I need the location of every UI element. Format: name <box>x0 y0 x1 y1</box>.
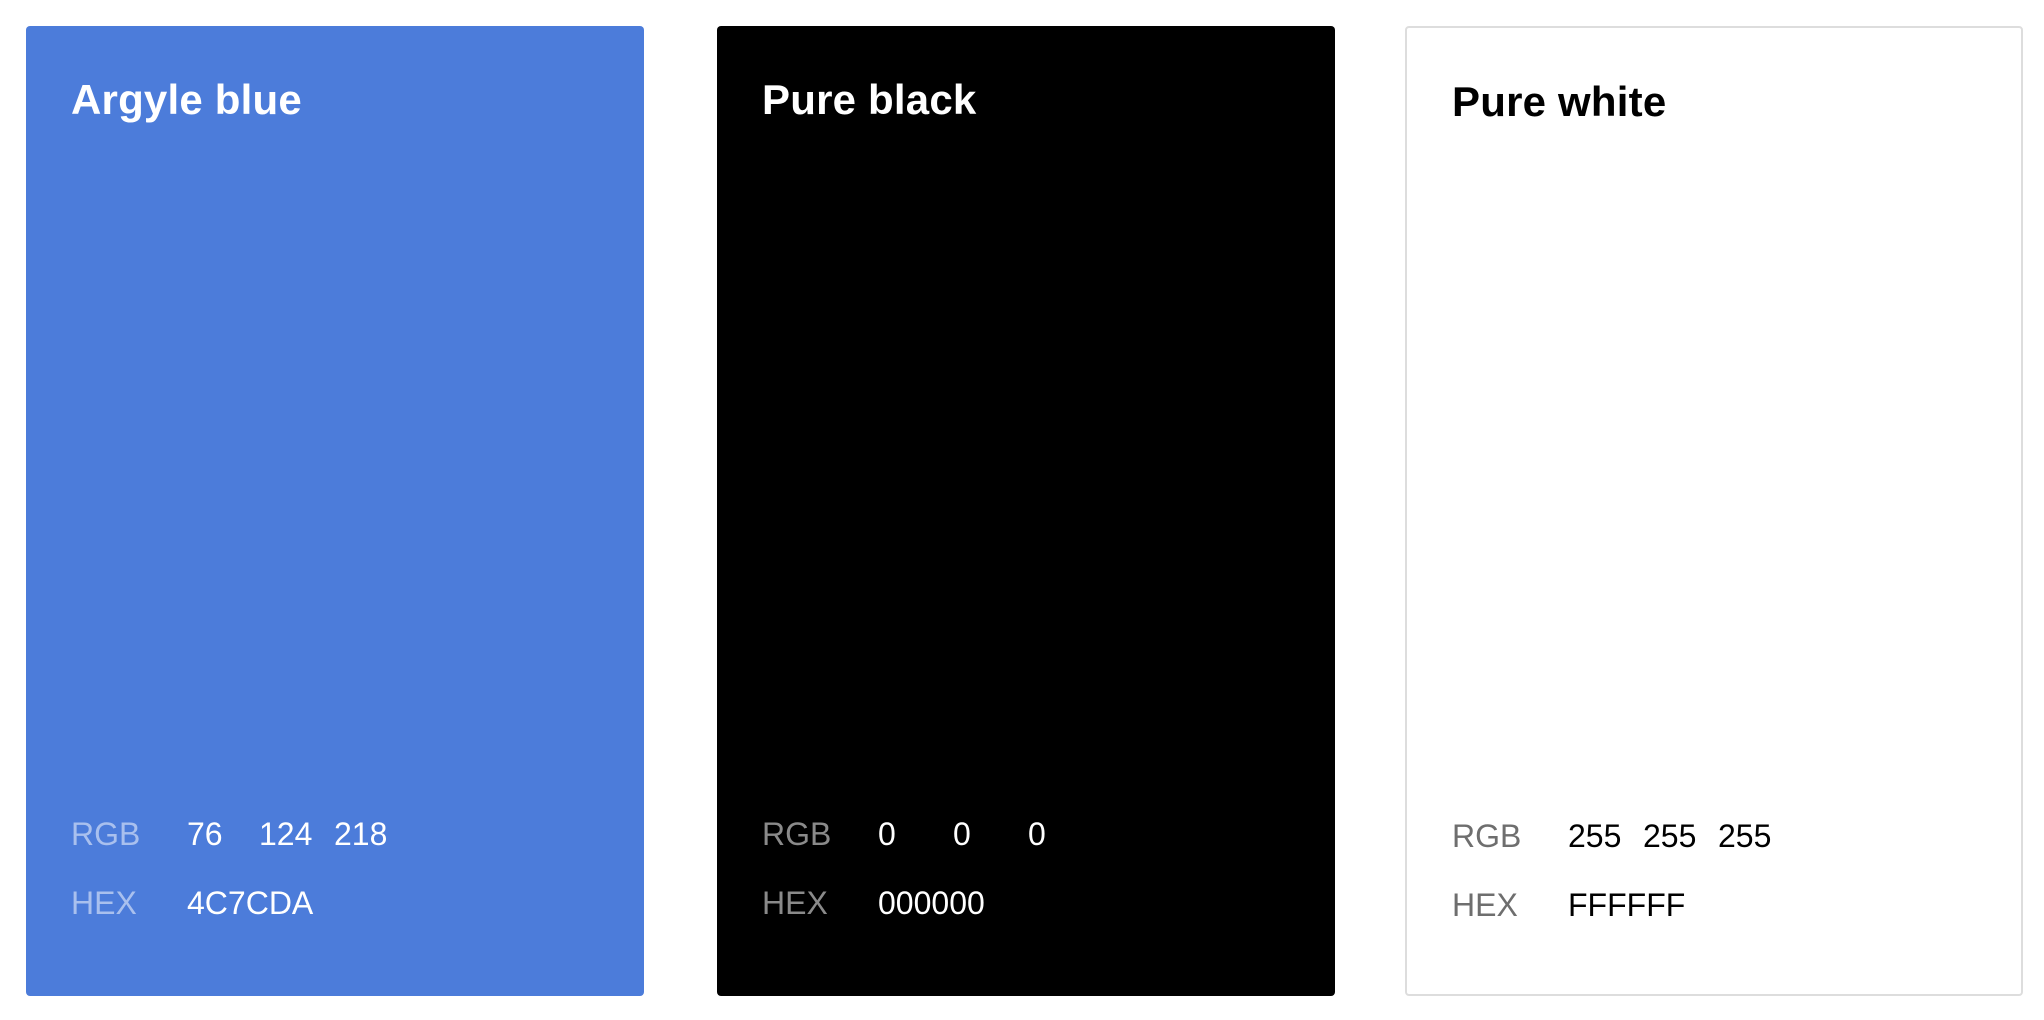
hex-value: 4C7CDA <box>187 885 314 921</box>
rgb-label: RGB <box>1452 818 1522 854</box>
swatch-title: Pure black <box>762 76 977 123</box>
hex-value: FFFFFF <box>1568 887 1686 923</box>
hex-label: HEX <box>71 885 137 921</box>
hex-label: HEX <box>762 885 828 921</box>
swatch-title: Pure white <box>1452 78 1667 125</box>
rgb-red-value: 255 <box>1568 818 1622 854</box>
rgb-blue-value: 255 <box>1718 818 1772 854</box>
rgb-blue-value: 218 <box>334 816 388 852</box>
swatch-card-pure-white: Pure white RGB 255 255 255 HEX FFFFFF <box>1405 26 2023 996</box>
rgb-green-value: 255 <box>1643 818 1697 854</box>
swatch-card-argyle-blue: Argyle blue RGB 76 124 218 HEX 4C7CDA <box>26 26 644 996</box>
swatch-title: Argyle blue <box>71 76 302 123</box>
rgb-label: RGB <box>762 816 832 852</box>
rgb-red-value: 0 <box>878 816 896 852</box>
swatch-card-pure-black: Pure black RGB 0 0 0 HEX 000000 <box>717 26 1335 996</box>
rgb-blue-value: 0 <box>1028 816 1046 852</box>
rgb-red-value: 76 <box>187 816 223 852</box>
rgb-label: RGB <box>71 816 141 852</box>
rgb-green-value: 0 <box>953 816 971 852</box>
hex-label: HEX <box>1452 887 1518 923</box>
rgb-green-value: 124 <box>259 816 313 852</box>
hex-value: 000000 <box>878 885 985 921</box>
